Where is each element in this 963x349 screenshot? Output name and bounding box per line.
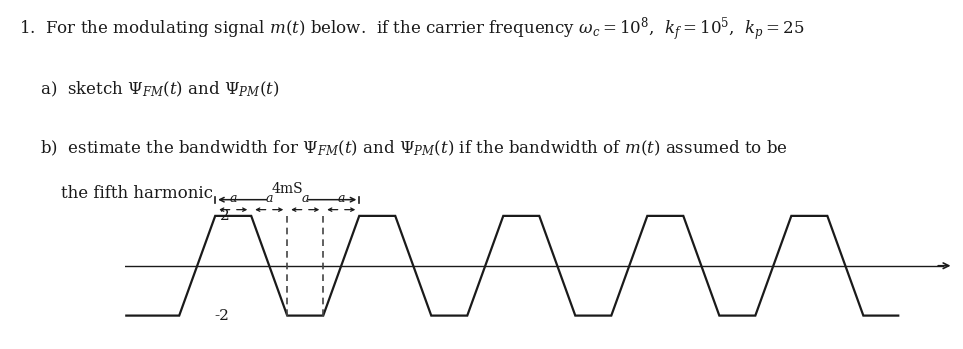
Text: b)  estimate the bandwidth for $\Psi_{FM}(t)$ and $\Psi_{PM}(t)$ if the bandwidt: b) estimate the bandwidth for $\Psi_{FM}…: [19, 139, 788, 158]
Text: a: a: [337, 192, 345, 206]
Text: a: a: [266, 192, 273, 206]
Text: 2: 2: [220, 209, 229, 223]
Text: 1.  For the modulating signal $m(t)$ below.  if the carrier frequency $\omega_c : 1. For the modulating signal $m(t)$ belo…: [19, 15, 805, 43]
Text: a: a: [229, 192, 237, 206]
Text: -2: -2: [215, 309, 229, 322]
Text: a: a: [301, 192, 309, 206]
Text: a)  sketch $\Psi_{FM}(t)$ and $\Psi_{PM}(t)$: a) sketch $\Psi_{FM}(t)$ and $\Psi_{PM}(…: [19, 80, 279, 99]
Text: 4mS: 4mS: [272, 182, 303, 196]
Text: the fifth harmonic: the fifth harmonic: [19, 185, 213, 202]
